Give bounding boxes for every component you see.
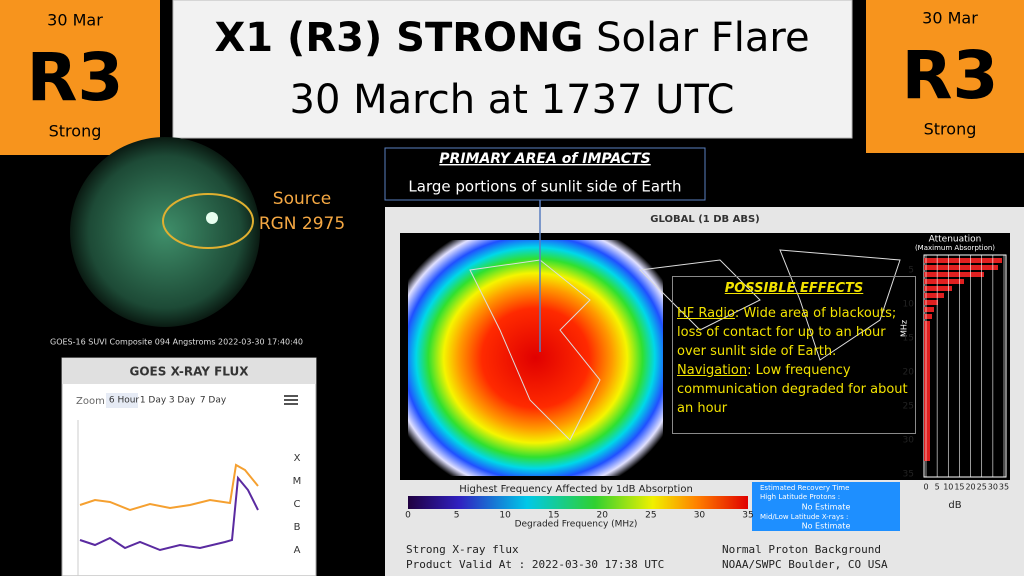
footer-text: Normal Proton Background [722, 543, 881, 556]
colorbar-tick: 15 [548, 511, 559, 521]
recovery-title: Estimated Recovery Time [760, 484, 849, 492]
recovery-value: No Estimate [802, 522, 851, 531]
effects-title: POSSIBLE EFFECTS [724, 281, 864, 296]
xray-title: GOES X-RAY FLUX [130, 365, 250, 379]
db-tick: 5 [935, 483, 940, 492]
sun-image [70, 137, 260, 327]
mhz-tick: 30 [903, 436, 915, 446]
footer-text: NOAA/SWPC Boulder, CO USA [722, 558, 888, 571]
mhz-tick: 5 [908, 266, 914, 276]
effects-box: POSSIBLE EFFECTS HF Radio: Wide area of … [672, 276, 916, 434]
colorbar-title: Highest Frequency Affected by 1dB Absorp… [459, 484, 693, 495]
db-tick: 30 [988, 483, 998, 492]
badge-level: R3 [902, 37, 999, 114]
effect-text: : Low frequency communication degraded f… [677, 363, 908, 416]
region-label: RGN 2975 [259, 214, 345, 234]
zoom-button[interactable]: 3 Day [169, 396, 196, 406]
badge-date: 30 Mar [47, 11, 103, 30]
db-tick: 15 [954, 483, 964, 492]
colorbar-tick: 25 [645, 511, 656, 521]
colorbar-label: Degraded Frequency (MHz) [515, 520, 638, 530]
badge-level: R3 [27, 39, 124, 116]
colorbar [408, 496, 748, 509]
flare-class: M [293, 476, 302, 487]
recovery-box [752, 482, 900, 531]
db-tick: 10 [943, 483, 953, 492]
attenuation-subtitle: (Maximum Absorption) [915, 244, 995, 252]
xray-long [79, 463, 259, 512]
db-tick: 25 [977, 483, 987, 492]
effect-label: HF Radio [677, 306, 735, 321]
impacts-text: Large portions of sunlit side of Earth [408, 178, 681, 196]
colorbar-tick: 30 [694, 511, 706, 521]
header-bg [172, 0, 853, 139]
db-tick: 0 [923, 483, 928, 492]
zoom-button[interactable]: 1 Day [140, 396, 167, 406]
footer-text: Product Valid At : 2022-03-30 17:38 UTC [406, 558, 664, 571]
title: X1 (R3) STRONG Solar Flare [214, 15, 809, 61]
flare-class: B [294, 522, 301, 533]
flare-class: A [294, 545, 301, 556]
xray-short [79, 475, 259, 552]
coastlines [469, 249, 901, 441]
drap-title: GLOBAL (1 DB ABS) [650, 214, 760, 225]
mhz-tick: 25 [903, 402, 914, 412]
badge-bg [866, 0, 1024, 153]
attenuation-bg [918, 233, 1010, 480]
mhz-label: MHz [900, 320, 909, 337]
colorbar-tick: 0 [405, 511, 411, 521]
effects-nav: Navigation: Low frequency communication … [677, 361, 911, 418]
effect-text: : Wide area of blackouts; loss of contac… [677, 306, 897, 359]
region-circle [162, 193, 254, 249]
badge-label: Strong [924, 120, 977, 139]
mhz-tick: 15 [903, 334, 914, 344]
image-caption: GOES-16 SUVI Composite 094 Angstroms 202… [50, 338, 303, 347]
db-tick: 35 [999, 483, 1009, 492]
absorption-area [408, 240, 663, 476]
xray-title-bar [62, 358, 316, 384]
db-tick: 20 [965, 483, 975, 492]
effects-hf: HF Radio: Wide area of blackouts; loss o… [677, 304, 911, 361]
badge-date: 30 Mar [922, 9, 978, 28]
colorbar-tick: 35 [742, 511, 753, 521]
mhz-tick: 35 [903, 470, 914, 480]
recovery-label: Mid/Low Latitude X-rays : [760, 513, 848, 521]
impacts-title: PRIMARY AREA of IMPACTS [439, 151, 650, 167]
impacts-box [384, 147, 706, 201]
colorbar-tick: 20 [597, 511, 609, 521]
zoom-button[interactable]: 7 Day [200, 396, 227, 406]
attenuation-title: Attenuation [929, 235, 982, 245]
effect-label: Navigation [677, 363, 748, 378]
drap-footer: Strong X-ray flux Product Valid At : 202… [406, 543, 888, 571]
flare-class: C [294, 499, 301, 510]
badge-label: Strong [49, 122, 102, 141]
recovery-label: High Latitude Protons : [760, 493, 840, 501]
zoom-button[interactable]: 6 Hour [109, 396, 140, 406]
mhz-tick: 20 [903, 368, 915, 378]
footer-text: Strong X-ray flux [406, 543, 519, 556]
recovery-value: No Estimate [802, 503, 851, 512]
title-rest: Solar Flare [596, 15, 809, 61]
mhz-tick: 10 [903, 300, 915, 310]
db-label: dB [948, 500, 961, 511]
subtitle: 30 March at 1737 UTC [290, 77, 735, 123]
flare [206, 212, 218, 224]
title-bold: X1 (R3) STRONG [214, 15, 583, 61]
source-label: Source [273, 189, 331, 209]
menu-icon[interactable] [284, 395, 298, 405]
badge-bg [0, 0, 160, 155]
colorbar-tick: 10 [499, 511, 511, 521]
zoom-button-bg [106, 393, 138, 408]
colorbar-tick: 5 [454, 511, 460, 521]
zoom-label: Zoom [76, 396, 105, 407]
flare-class: X [294, 453, 301, 464]
